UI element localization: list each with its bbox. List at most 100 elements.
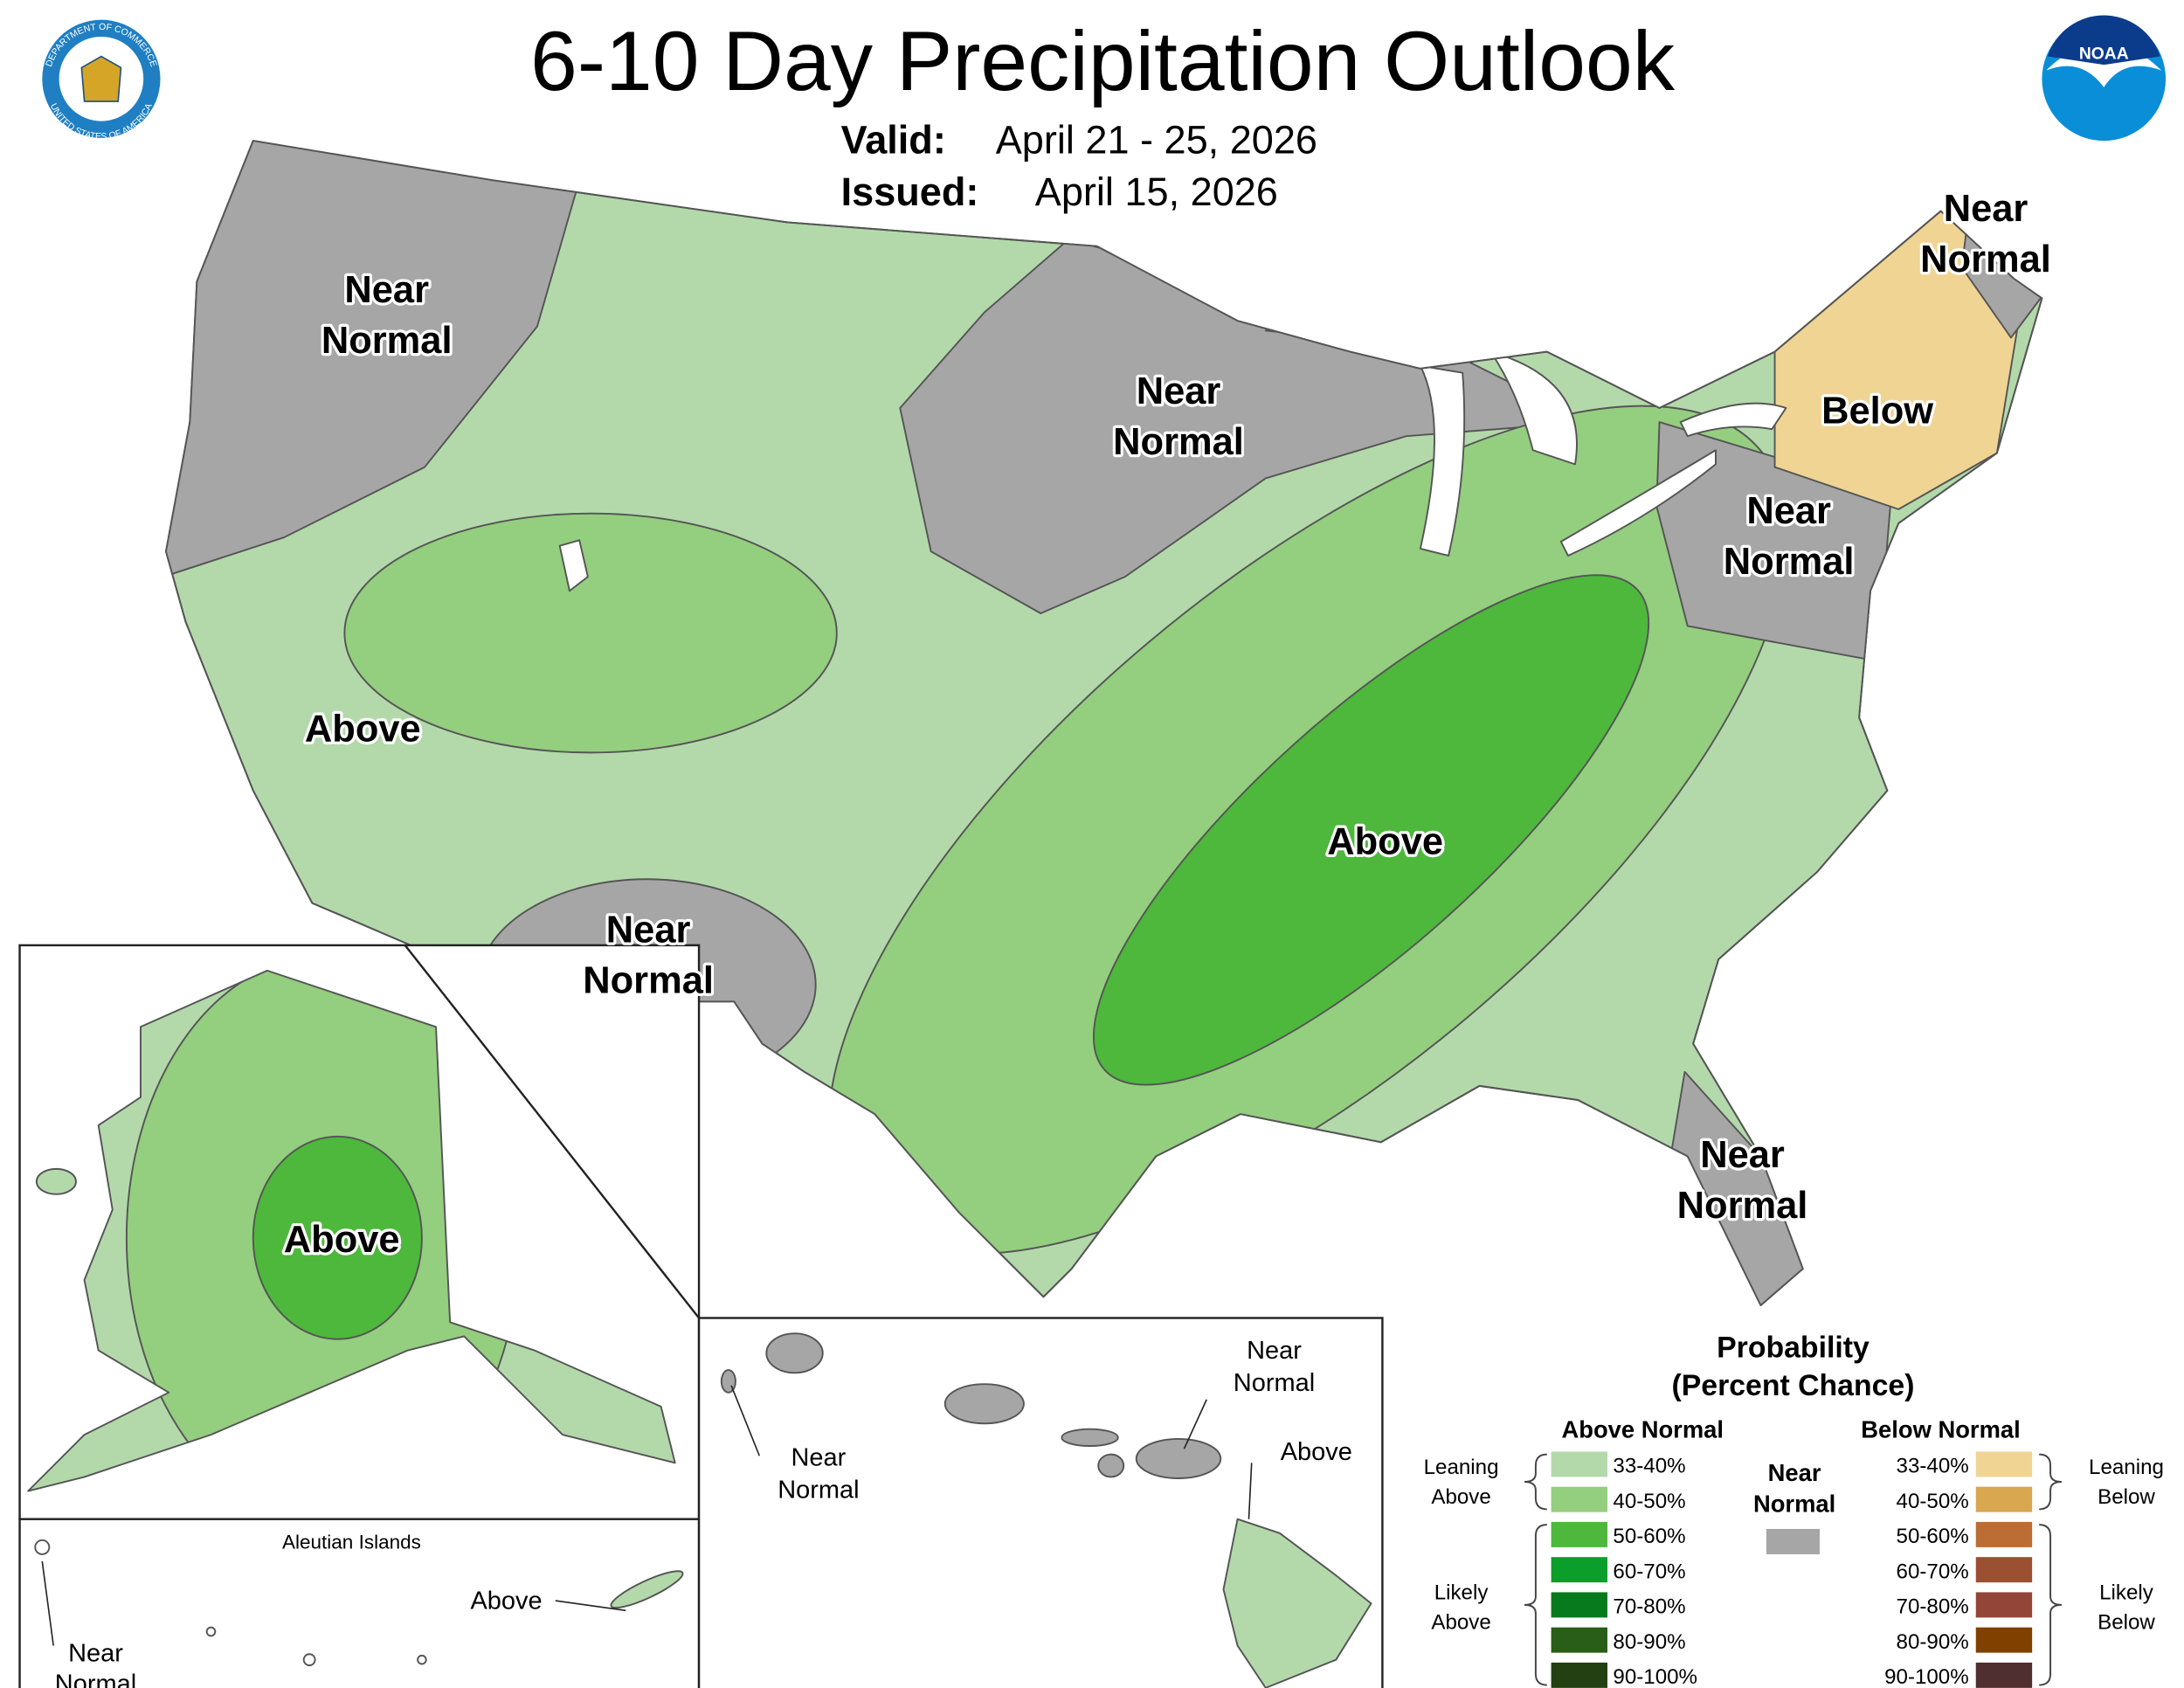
- label-line: Near: [1700, 1134, 1785, 1176]
- commerce-seal: DEPARTMENT OF COMMERCE UNITED STATES OF …: [42, 19, 161, 142]
- above-label: 50-60%: [1613, 1525, 1685, 1548]
- label-line: Below: [2098, 1485, 2155, 1509]
- lake-erie: [1559, 449, 1717, 557]
- below-swatch: [1975, 1592, 2033, 1618]
- region-label: Near Normal: [1677, 1134, 1808, 1227]
- below-swatch: [1975, 1451, 2033, 1477]
- lake-michigan: [1419, 364, 1466, 557]
- label-line: Normal: [321, 320, 453, 362]
- valid-dates: April 21 - 25, 2026: [996, 118, 1317, 163]
- above-title: Above Normal: [1561, 1415, 1723, 1442]
- conus: [164, 140, 2043, 1306]
- label-line: Near: [1247, 1337, 1302, 1365]
- label-line: Near: [68, 1639, 123, 1667]
- label-line: Normal: [1724, 541, 1855, 583]
- below-swatch: [1975, 1557, 2033, 1583]
- region-label: Near Normal: [1753, 1459, 1835, 1517]
- valid-label: Valid:: [841, 118, 946, 163]
- label-line: Normal: [1753, 1491, 1835, 1518]
- above-label: 90-100%: [1613, 1665, 1697, 1688]
- label-line: Near: [1746, 490, 1831, 532]
- region-label: Above: [1281, 1438, 1352, 1466]
- label-line: Above: [1281, 1438, 1352, 1466]
- label-line: Above: [470, 1588, 542, 1615]
- region-label: Near Normal: [1113, 370, 1244, 463]
- below-swatch: [1975, 1521, 2033, 1547]
- below-label: 80-90%: [1897, 1630, 1969, 1654]
- hawaii: [720, 1332, 1372, 1688]
- region-label: Above: [305, 708, 421, 750]
- island-lanai: [1097, 1453, 1125, 1478]
- label-line: Near: [344, 269, 429, 311]
- region-label: Above: [470, 1588, 542, 1615]
- label-line: Normal: [1113, 421, 1244, 463]
- pointer: [1248, 1463, 1253, 1519]
- inset-connector: [404, 944, 701, 1319]
- region-label: Likely Below: [2098, 1581, 2155, 1634]
- alaska-outline: [27, 969, 676, 1492]
- above-label: 70-80%: [1613, 1595, 1685, 1619]
- below-title: Below Normal: [1861, 1415, 2020, 1442]
- pointer: [41, 1560, 54, 1646]
- seal-shield: [80, 55, 122, 102]
- bracket: [2039, 1453, 2062, 1511]
- above-swatch: [1551, 1662, 1607, 1688]
- label-line: Above: [284, 1219, 400, 1261]
- region-label: Above: [1327, 820, 1443, 862]
- region-label: Near Normal: [1920, 188, 2051, 280]
- lake-huron: [1489, 350, 1578, 466]
- region-label: Below: [1821, 391, 1933, 432]
- island: [34, 1539, 51, 1555]
- label-line: Above: [305, 708, 421, 750]
- label-line: Normal: [1234, 1369, 1315, 1397]
- island: [610, 1570, 684, 1609]
- island: [35, 1167, 77, 1195]
- label-line: Leaning: [1424, 1456, 1499, 1479]
- label-line: Likely: [2099, 1581, 2154, 1604]
- label-line: Normal: [1920, 239, 2051, 280]
- label-line: Normal: [1677, 1185, 1808, 1227]
- region-label: Probability (Percent Chance): [1671, 1332, 1914, 1402]
- label-line: Above: [1431, 1485, 1490, 1509]
- region-label: Near Normal: [321, 269, 453, 362]
- below-swatch: [1975, 1627, 2033, 1653]
- label-line: (Percent Chance): [1671, 1369, 1914, 1402]
- below-swatch: [1975, 1662, 2033, 1688]
- legend: Probability (Percent Chance) Above Normal B…: [1424, 1332, 2164, 1688]
- above-swatch: [1551, 1486, 1607, 1512]
- below-label: 40-50%: [1897, 1490, 1969, 1513]
- above-swatch: [1551, 1557, 1607, 1583]
- label-line: Leaning: [2089, 1456, 2164, 1479]
- region-label: Likely Above: [1431, 1581, 1490, 1634]
- region-label: Leaning Above: [1424, 1456, 1499, 1509]
- labels: Near Normal Near Normal Above Near Normal Above…: [55, 185, 2054, 1688]
- region-label: Near Normal: [1234, 1337, 1315, 1397]
- near-swatch: [1766, 1528, 1821, 1554]
- pointer: [555, 1600, 626, 1612]
- island: [302, 1653, 316, 1667]
- lake-superior: [1264, 273, 1476, 346]
- above-swatch: [1551, 1521, 1607, 1547]
- label-line: Probability: [1717, 1332, 1870, 1365]
- above-swatch: [1551, 1627, 1607, 1653]
- label-line: Normal: [778, 1477, 859, 1505]
- above-label: 40-50%: [1613, 1490, 1685, 1513]
- label-line: Above: [1327, 820, 1443, 862]
- alaska-above-5060: [252, 1135, 423, 1340]
- noaa-text: NOAA: [2079, 45, 2129, 64]
- above-label: 80-90%: [1613, 1630, 1685, 1654]
- region-label: Leaning Below: [2089, 1456, 2164, 1509]
- label-line: Below: [2098, 1610, 2155, 1634]
- label-line: Near: [606, 910, 691, 951]
- region-label: Near Normal: [1724, 490, 1855, 583]
- region-label: Above: [284, 1219, 400, 1261]
- label-line: Near: [791, 1444, 846, 1472]
- issued-label: Issued:: [841, 169, 979, 214]
- island-hawaii: [1222, 1518, 1372, 1688]
- above-swatch: [1551, 1592, 1607, 1618]
- title: 6-10 Day Precipitation Outlook: [530, 15, 1676, 108]
- above-swatch: [1551, 1451, 1607, 1477]
- below-label: 70-80%: [1897, 1595, 1969, 1619]
- label-line: Normal: [55, 1671, 136, 1688]
